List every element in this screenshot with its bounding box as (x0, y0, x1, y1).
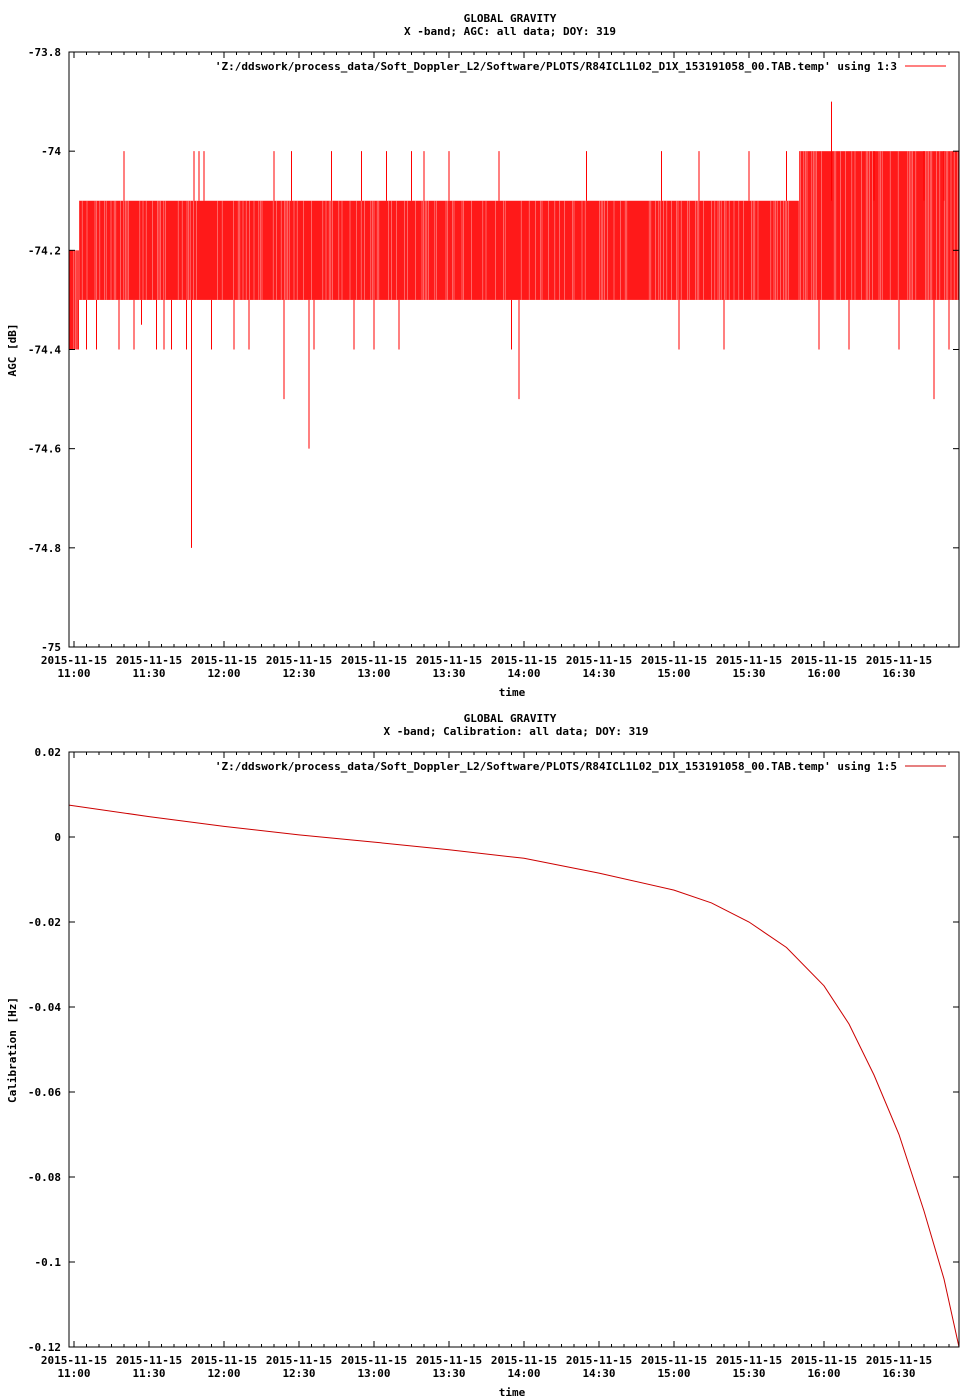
calibration-y-tick-label: -0.02 (28, 916, 61, 929)
calibration-x-tick-date: 2015-11-15 (491, 1354, 557, 1367)
calibration-x-tick-date: 2015-11-15 (116, 1354, 182, 1367)
agc-noise-band (179, 200, 254, 300)
agc-x-tick-date: 2015-11-15 (41, 654, 107, 667)
agc-x-tick-time: 15:00 (657, 667, 690, 680)
calibration-x-tick-date: 2015-11-15 (416, 1354, 482, 1367)
calibration-x-tick-time: 15:30 (732, 1367, 765, 1380)
agc-noise-texture (73, 250, 78, 350)
agc-x-tick-time: 13:00 (357, 667, 390, 680)
agc-x-tick-date: 2015-11-15 (116, 654, 182, 667)
calibration-y-axis-label: Calibration [Hz] (6, 997, 19, 1103)
agc-x-tick-date: 2015-11-15 (791, 654, 857, 667)
calibration-x-tick-date: 2015-11-15 (791, 1354, 857, 1367)
calibration-x-tick-time: 12:00 (207, 1367, 240, 1380)
calibration-x-tick-time: 15:00 (657, 1367, 690, 1380)
agc-x-tick-date: 2015-11-15 (491, 654, 557, 667)
agc-x-tick-date: 2015-11-15 (716, 654, 782, 667)
agc-x-tick-time: 12:00 (207, 667, 240, 680)
agc-y-tick-label: -74 (41, 145, 61, 158)
calibration-x-axis-label: time (499, 1386, 526, 1399)
agc-x-tick-time: 16:30 (882, 667, 915, 680)
agc-x-tick-date: 2015-11-15 (266, 654, 332, 667)
agc-plot-frame (68, 51, 960, 648)
calibration-y-tick-label: -0.12 (28, 1341, 61, 1354)
calibration-x-tick-date: 2015-11-15 (266, 1354, 332, 1367)
calibration-x-tick-time: 12:30 (282, 1367, 315, 1380)
agc-y-tick-label: -74.6 (28, 443, 61, 456)
agc-chart: GLOBAL GRAVITY X -band; AGC: all data; D… (6, 12, 960, 699)
calibration-y-tick-label: 0.02 (35, 746, 62, 759)
agc-x-tick-time: 14:30 (582, 667, 615, 680)
agc-y-tick-label: -74.8 (28, 542, 61, 555)
calibration-plot-frame (68, 751, 960, 1348)
agc-y-axis-label: AGC [dB] (6, 324, 19, 377)
calibration-series-line (68, 804, 960, 1348)
calibration-x-tick-date: 2015-11-15 (191, 1354, 257, 1367)
agc-x-tick-time: 15:30 (732, 667, 765, 680)
calibration-x-tick-date: 2015-11-15 (866, 1354, 932, 1367)
agc-x-tick-time: 14:00 (507, 667, 540, 680)
calibration-y-tick-label: -0.06 (28, 1086, 61, 1099)
calibration-x-tick-date: 2015-11-15 (641, 1354, 707, 1367)
calibration-chart-title: GLOBAL GRAVITY (464, 712, 557, 725)
calibration-data-layer (68, 804, 960, 1348)
calibration-x-tick-time: 13:00 (357, 1367, 390, 1380)
calibration-x-tick-time: 13:30 (432, 1367, 465, 1380)
calibration-x-tick-date: 2015-11-15 (716, 1354, 782, 1367)
agc-y-tick-label: -74.2 (28, 244, 61, 257)
agc-y-tick-label: -74.4 (28, 344, 61, 357)
agc-x-tick-date: 2015-11-15 (641, 654, 707, 667)
calibration-x-tick-time: 11:00 (57, 1367, 90, 1380)
calibration-y-tick-label: -0.08 (28, 1171, 61, 1184)
agc-legend-text: 'Z:/ddswork/process_data/Soft_Doppler_L2… (215, 60, 897, 73)
agc-x-tick-time: 12:30 (282, 667, 315, 680)
agc-data-layer (69, 101, 959, 548)
calibration-x-tick-time: 14:00 (507, 1367, 540, 1380)
agc-chart-title: GLOBAL GRAVITY (464, 12, 557, 25)
agc-x-tick-time: 11:30 (132, 667, 165, 680)
calibration-x-tick-time: 11:30 (132, 1367, 165, 1380)
agc-noise-texture (181, 200, 250, 300)
calibration-x-tick-date: 2015-11-15 (341, 1354, 407, 1367)
calibration-chart: GLOBAL GRAVITY X -band; Calibration: all… (6, 712, 960, 1399)
agc-x-axis: 2015-11-1511:002015-11-1511:302015-11-15… (41, 52, 950, 680)
agc-x-tick-time: 11:00 (57, 667, 90, 680)
calibration-x-tick-date: 2015-11-15 (41, 1354, 107, 1367)
agc-noise-texture (78, 200, 179, 300)
calibration-y-tick-label: -0.1 (35, 1256, 62, 1269)
calibration-x-tick-date: 2015-11-15 (566, 1354, 632, 1367)
agc-x-tick-time: 13:30 (432, 667, 465, 680)
agc-x-tick-date: 2015-11-15 (341, 654, 407, 667)
agc-x-tick-date: 2015-11-15 (191, 654, 257, 667)
calibration-chart-subtitle: X -band; Calibration: all data; DOY: 319 (384, 725, 649, 738)
agc-noise-band (79, 200, 179, 300)
calibration-y-tick-label: -0.04 (28, 1001, 61, 1014)
agc-noise-band (254, 200, 799, 300)
calibration-legend-text: 'Z:/ddswork/process_data/Soft_Doppler_L2… (215, 760, 897, 773)
calibration-y-axis: 0.02 0 -0.02 -0.04 -0.06 -0.08 -0.1 -0.12 (28, 746, 959, 1354)
agc-y-tick-label: -73.8 (28, 46, 61, 59)
agc-x-tick-date: 2015-11-15 (416, 654, 482, 667)
calibration-x-tick-time: 14:30 (582, 1367, 615, 1380)
agc-y-tick-label: -75 (41, 641, 61, 654)
agc-noise-texture (253, 200, 789, 300)
agc-noise-texture (798, 151, 958, 300)
agc-x-tick-date: 2015-11-15 (866, 654, 932, 667)
calibration-x-tick-time: 16:30 (882, 1367, 915, 1380)
calibration-x-axis: 2015-11-1511:002015-11-1511:302015-11-15… (41, 752, 950, 1380)
agc-y-axis: -73.8 -74 -74.2 -74.4 -74.6 -74.8 -75 (28, 46, 959, 654)
agc-x-tick-time: 16:00 (807, 667, 840, 680)
calibration-y-tick-label: 0 (54, 831, 61, 844)
calibration-x-tick-time: 16:00 (807, 1367, 840, 1380)
agc-x-axis-label: time (499, 686, 526, 699)
agc-x-tick-date: 2015-11-15 (566, 654, 632, 667)
agc-chart-subtitle: X -band; AGC: all data; DOY: 319 (404, 25, 616, 38)
